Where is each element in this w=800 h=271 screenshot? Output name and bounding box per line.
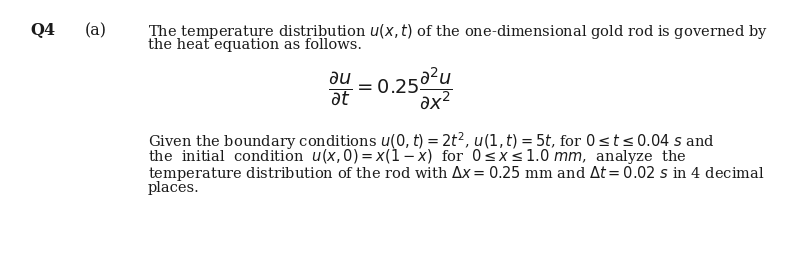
Text: (a): (a) (85, 22, 107, 39)
Text: temperature distribution of the rod with $\Delta x = 0.25$ mm and $\Delta t = 0.: temperature distribution of the rod with… (148, 164, 765, 183)
Text: places.: places. (148, 181, 200, 195)
Text: Q4: Q4 (30, 22, 55, 39)
Text: $\dfrac{\partial u}{\partial t} = 0.25\dfrac{\partial^2 u}{\partial x^2}$: $\dfrac{\partial u}{\partial t} = 0.25\d… (327, 65, 453, 111)
Text: The temperature distribution $u(x, t)$ of the one-dimensional gold rod is govern: The temperature distribution $u(x, t)$ o… (148, 22, 768, 41)
Text: the heat equation as follows.: the heat equation as follows. (148, 38, 362, 52)
Text: Given the boundary conditions $u(0, t) = 2t^2$, $u(1, t) = 5t$, for $0 \leq t \l: Given the boundary conditions $u(0, t) =… (148, 130, 715, 152)
Text: the  initial  condition  $u(x, 0) = x(1-x)$  for  $0 \leq x \leq 1.0$ $mm$,  ana: the initial condition $u(x, 0) = x(1-x)$… (148, 147, 686, 166)
